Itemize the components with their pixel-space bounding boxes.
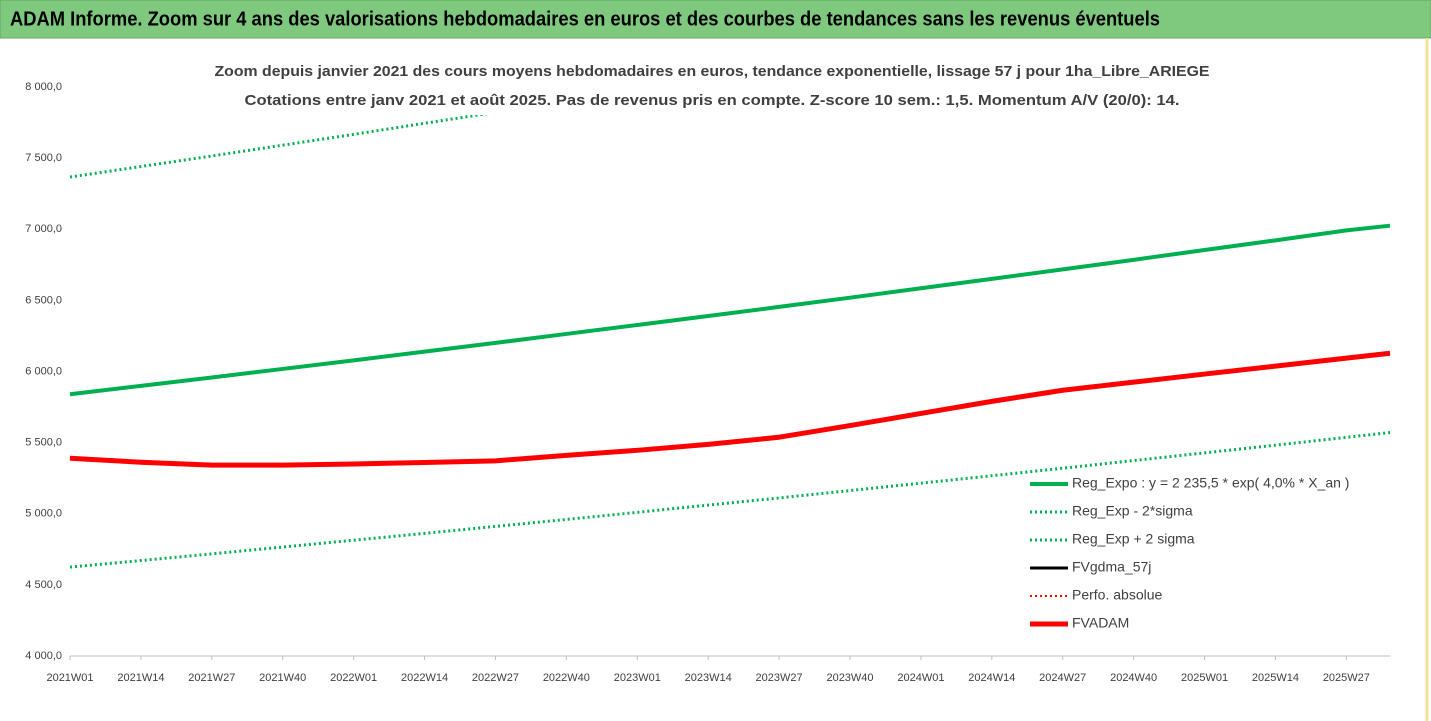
header-band <box>0 0 1431 39</box>
y-tick-label: 7 000,0 <box>25 223 62 235</box>
header-title: ADAM Informe. Zoom sur 4 ans des valoris… <box>10 8 1160 30</box>
legend-label: Reg_Expo : y = 2 235,5 * exp( 4,0% * X_a… <box>1072 475 1349 491</box>
title-box <box>210 55 1215 115</box>
y-tick-label: 4 500,0 <box>25 579 62 591</box>
y-tick-label: 7 500,0 <box>25 152 62 164</box>
x-tick-label: 2023W40 <box>826 672 873 684</box>
y-tick-label: 5 500,0 <box>25 437 62 449</box>
legend-label: Perfo. absolue <box>1072 587 1162 603</box>
x-tick-label: 2022W14 <box>401 672 448 684</box>
x-tick-label: 2024W14 <box>968 672 1015 684</box>
x-tick-label: 2023W14 <box>685 672 732 684</box>
plot-area <box>69 87 1391 569</box>
x-tick-label: 2025W14 <box>1252 672 1299 684</box>
legend-label: FVgdma_57j <box>1072 559 1151 575</box>
y-tick-label: 4 000,0 <box>25 650 62 662</box>
y-tick-label: 5 000,0 <box>25 508 62 520</box>
x-tick-label: 2022W40 <box>543 672 590 684</box>
x-tick-label: 2021W01 <box>46 672 93 684</box>
y-tick-label: 8 000,0 <box>25 81 62 93</box>
x-tick-label: 2025W27 <box>1323 672 1370 684</box>
y-tick-label: 6 500,0 <box>25 294 62 306</box>
legend-label: FVADAM <box>1072 615 1129 631</box>
legend-label: Reg_Exp - 2*sigma <box>1072 503 1193 519</box>
x-tick-label: 2024W01 <box>897 672 944 684</box>
x-tick-label: 2024W40 <box>1110 672 1157 684</box>
series-line <box>69 350 1391 468</box>
x-tick-label: 2022W01 <box>330 672 377 684</box>
series-line <box>69 431 1391 569</box>
series-line <box>69 223 1391 397</box>
y-tick-label: 6 000,0 <box>25 365 62 377</box>
x-tick-label: 2021W40 <box>259 672 306 684</box>
x-tick-label: 2022W27 <box>472 672 519 684</box>
legend-label: Reg_Exp + 2 sigma <box>1072 531 1195 547</box>
x-tick-label: 2023W27 <box>756 672 803 684</box>
x-tick-label: 2024W27 <box>1039 672 1086 684</box>
x-tick-label: 2025W01 <box>1181 672 1228 684</box>
chart-subtitle: Cotations entre janv 2021 et août 2025. … <box>245 92 1180 109</box>
x-tick-label: 2021W27 <box>188 672 235 684</box>
x-tick-label: 2023W01 <box>614 672 661 684</box>
chart-title: Zoom depuis janvier 2021 des cours moyen… <box>215 63 1210 80</box>
x-tick-label: 2021W14 <box>117 672 164 684</box>
